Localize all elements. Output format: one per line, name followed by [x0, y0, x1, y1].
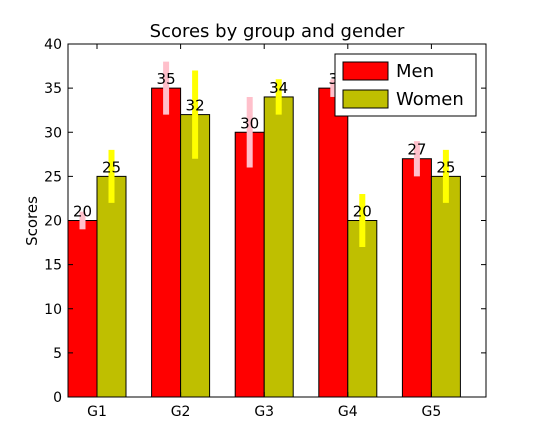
y-tick-label: 15	[44, 258, 62, 274]
legend-swatch-men	[342, 61, 389, 81]
bar-women-g2	[180, 114, 211, 398]
data-label-men-g2: 35	[157, 70, 176, 88]
x-tick-label-g1: G1	[87, 404, 107, 420]
bar-women-g5	[430, 175, 461, 398]
chart-title: Scores by group and gender	[150, 21, 405, 42]
data-label-women-g5: 25	[436, 158, 455, 176]
data-label-men-g4: 3	[329, 70, 339, 88]
data-label-men-g1: 20	[73, 203, 92, 221]
x-tick-label-g4: G4	[338, 404, 358, 420]
bar-men-g4	[318, 87, 349, 398]
bar-men-g2	[151, 87, 182, 398]
y-tick-label: 0	[53, 390, 62, 406]
x-tick-label-g5: G5	[422, 404, 442, 420]
data-label-women-g2: 32	[186, 97, 205, 115]
y-tick-label: 5	[53, 346, 62, 362]
axes: 0 5 10 15 20 25 30 35 40 G1 G2 G3 G4 G5	[44, 37, 487, 420]
y-tick-label: 40	[44, 37, 62, 53]
legend: Men Women	[334, 53, 477, 117]
data-label-men-g3: 30	[240, 114, 259, 132]
bar-group	[67, 87, 461, 398]
x-tick-label-g3: G3	[254, 404, 274, 420]
data-label-women-g4: 20	[353, 203, 372, 221]
x-tick-label-g2: G2	[171, 404, 191, 420]
y-tick-label: 30	[44, 125, 62, 141]
y-tick-label: 10	[44, 302, 62, 318]
bar-women-g3	[263, 96, 294, 398]
bar-women-g1	[96, 175, 127, 398]
data-label-men-g5: 27	[407, 141, 426, 159]
bar-men-g3	[234, 131, 265, 398]
y-tick-label: 20	[44, 214, 62, 230]
bar-men-g5	[401, 158, 432, 398]
data-label-women-g3: 34	[269, 79, 288, 97]
legend-label-women: Women	[396, 89, 464, 110]
legend-label-men: Men	[396, 61, 434, 82]
y-tick-label: 25	[44, 169, 62, 185]
data-label-women-g1: 25	[102, 158, 121, 176]
y-axis-label: Scores	[23, 196, 41, 246]
data-label-group: 20 35 30 3 27 25 32 34 20 25	[73, 70, 455, 220]
legend-swatch-women	[342, 89, 389, 109]
error-bar-group	[79, 61, 449, 247]
y-tick-label: 35	[44, 81, 62, 97]
